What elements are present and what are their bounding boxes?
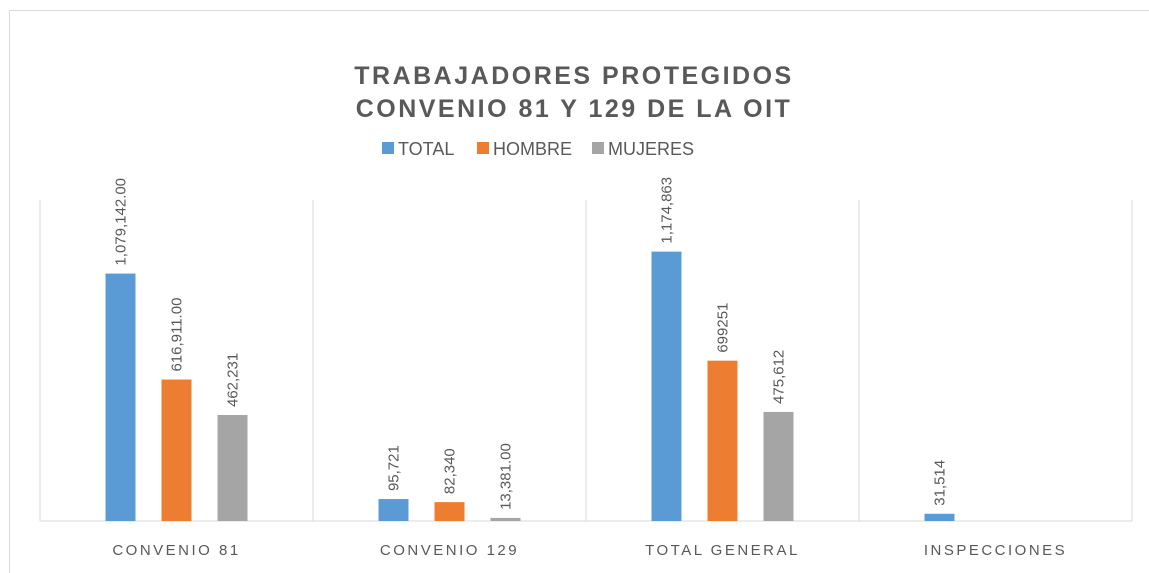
legend-swatch <box>592 142 604 154</box>
legend-label: HOMBRE <box>493 139 572 159</box>
chart-subtitle: CONVENIO 81 Y 129 DE LA OIT <box>356 95 793 123</box>
data-label: 1,079,142.00 <box>113 178 130 266</box>
legend-swatch <box>382 142 394 154</box>
chart-title: TRABAJADORES PROTEGIDOS <box>354 62 793 90</box>
bar <box>161 379 192 521</box>
bar <box>707 360 738 521</box>
chart-border <box>9 10 1149 573</box>
bar <box>434 502 465 521</box>
data-label: 462,231 <box>225 353 242 407</box>
bar <box>105 273 136 521</box>
bar <box>378 499 409 521</box>
data-label: 31,514 <box>932 460 949 506</box>
bar <box>490 517 521 521</box>
bar <box>924 513 955 521</box>
x-tick-label: INSPECCIONES <box>924 542 1067 559</box>
x-tick-label: CONVENIO 129 <box>380 542 519 559</box>
data-label: 13,381.00 <box>498 443 515 510</box>
data-label: 699251 <box>715 303 732 353</box>
data-label: 475,612 <box>771 350 788 404</box>
data-label: 1,174,863 <box>659 177 676 244</box>
legend-label: TOTAL <box>398 139 454 159</box>
data-label: 82,340 <box>442 448 459 494</box>
data-label: 95,721 <box>386 445 403 491</box>
legend-label: MUJERES <box>608 139 694 159</box>
x-tick-label: TOTAL GENERAL <box>645 542 800 559</box>
bar <box>651 251 682 521</box>
legend-swatch <box>477 142 489 154</box>
bar <box>763 411 794 521</box>
x-tick-label: CONVENIO 81 <box>112 542 240 559</box>
bar <box>217 415 248 521</box>
data-label: 616,911.00 <box>169 298 186 372</box>
